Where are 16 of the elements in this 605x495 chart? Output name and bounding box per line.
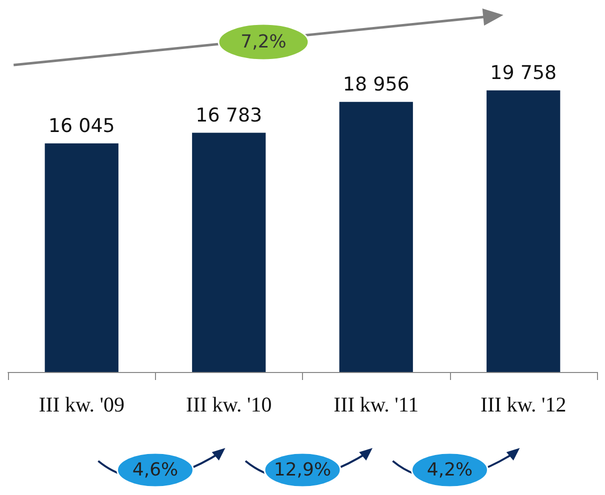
text: 4,2% [426, 460, 473, 480]
x-tick-label: III kw. '11 [334, 392, 419, 416]
bar [486, 90, 560, 372]
x-tick-label: III kw. '12 [480, 392, 566, 416]
text: 12,9% [274, 460, 332, 480]
x-tick-label: III kw. '10 [186, 392, 272, 416]
data-label: 19 758 [490, 62, 557, 84]
x-tick-label: III kw. '09 [38, 392, 125, 416]
bar [192, 132, 266, 372]
data-label: 16 045 [48, 114, 115, 137]
data-label: 18 956 [342, 73, 410, 96]
text: 4,6% [132, 460, 178, 480]
data-label: 16 783 [196, 104, 262, 126]
bar [44, 143, 118, 372]
bar [339, 102, 413, 372]
text: 7,2% [240, 32, 286, 52]
